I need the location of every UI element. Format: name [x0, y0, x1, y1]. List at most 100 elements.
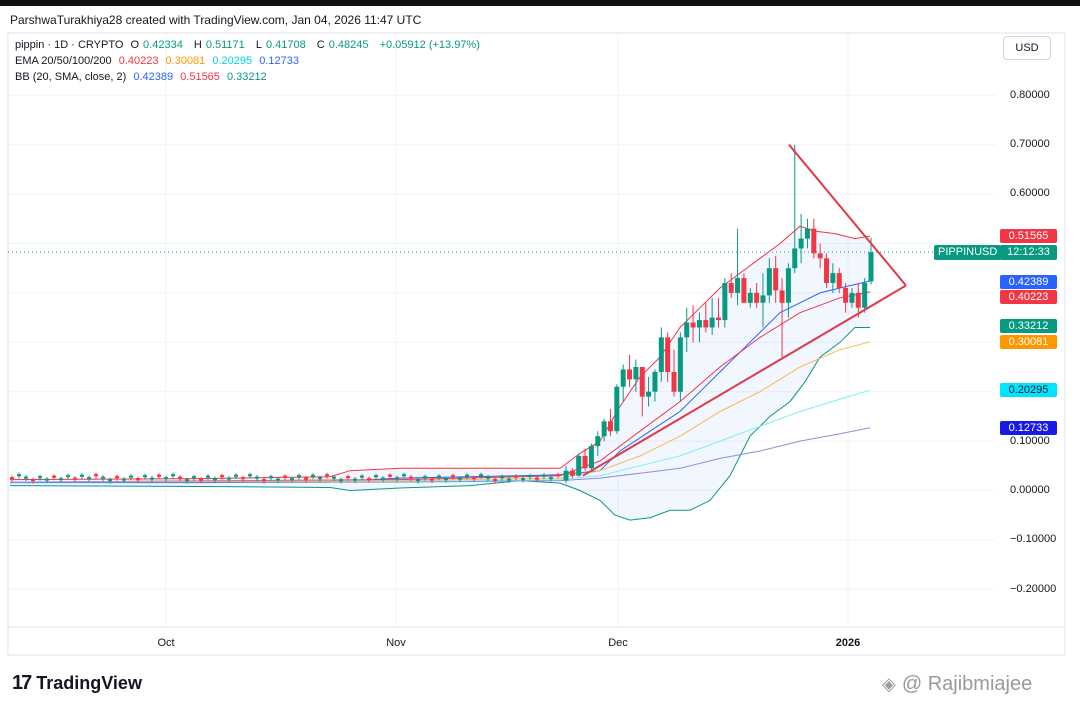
candle	[595, 431, 601, 456]
candle	[374, 473, 378, 480]
candle-body	[830, 273, 836, 284]
candle-body	[451, 475, 455, 478]
candle	[500, 474, 504, 481]
candle	[171, 472, 175, 479]
legend-o: O 0.42334	[130, 39, 183, 51]
ema20-line	[9, 291, 871, 483]
candle-body	[199, 478, 203, 481]
legend-ohlc[interactable]: pippin · 1D · CRYPTO O 0.42334 H 0.51171 L…	[15, 39, 484, 51]
candle-body	[80, 474, 84, 477]
time-tick: Nov	[386, 637, 406, 649]
candle	[353, 477, 357, 484]
candle	[824, 253, 830, 288]
candle-body	[31, 479, 35, 482]
candle-body	[325, 474, 329, 477]
candle	[45, 477, 49, 484]
candle-body	[262, 479, 266, 482]
candle	[690, 305, 696, 343]
candle-body	[367, 478, 371, 481]
candle	[423, 474, 427, 481]
legend-bb-lower: 0.33212	[226, 71, 267, 83]
legend-bb-label: BB (20, SMA, close, 2)	[15, 71, 127, 83]
candle-body	[423, 476, 427, 479]
candle	[269, 474, 273, 481]
ema100-badge: 0.20295	[1000, 383, 1057, 397]
legend-bb-basis: 0.42389	[133, 71, 174, 83]
candle	[760, 273, 766, 328]
candle	[843, 283, 849, 313]
candle	[576, 453, 582, 477]
legend-change: +0.05912 (+13.97%)	[379, 39, 480, 51]
candle-body	[164, 477, 168, 480]
candle	[601, 418, 607, 442]
candle-body	[521, 478, 525, 481]
legend-c: C 0.48245	[316, 39, 369, 51]
chart-credit: ParshwaTurakhiya28 created with TradingV…	[10, 13, 422, 27]
candle-body	[843, 287, 849, 303]
top-bar	[0, 0, 1080, 6]
candle-body	[430, 478, 434, 481]
candle	[652, 369, 658, 402]
candle	[627, 354, 633, 387]
candle	[766, 258, 772, 303]
candle-body	[59, 478, 63, 481]
candle-body	[276, 478, 280, 481]
drawings	[582, 144, 907, 477]
candle	[614, 384, 620, 434]
candle-body	[465, 474, 469, 477]
ema200-line	[10, 427, 871, 483]
candle	[157, 473, 161, 480]
candle	[220, 473, 224, 480]
price-tick: 0.10000	[1010, 435, 1050, 447]
candle	[665, 332, 671, 382]
candle	[87, 475, 91, 482]
candle-body	[332, 476, 336, 479]
ema-lines	[9, 291, 871, 483]
candle-body	[817, 253, 823, 259]
candle	[94, 472, 98, 479]
candle-body	[227, 477, 231, 480]
candle-body	[535, 477, 539, 480]
candle	[213, 476, 217, 483]
currency-button[interactable]: USD	[1003, 36, 1051, 60]
candle	[722, 278, 728, 328]
candle	[38, 474, 42, 481]
candle-body	[115, 476, 119, 479]
candle-body	[528, 475, 532, 478]
candle	[234, 473, 238, 480]
candle-body	[639, 367, 645, 397]
candle-body	[735, 278, 741, 293]
candle-body	[741, 278, 747, 303]
candle-body	[671, 371, 677, 392]
candle	[855, 283, 861, 318]
candle-body	[458, 477, 462, 480]
candle-body	[220, 475, 224, 478]
price-tick: −0.10000	[1010, 533, 1057, 545]
candle-body	[94, 474, 98, 477]
candle-body	[588, 446, 594, 469]
legend-h: H 0.51171	[193, 39, 245, 51]
candle-body	[690, 322, 696, 328]
candle	[101, 475, 105, 482]
candle-body	[248, 474, 252, 477]
candle	[472, 475, 476, 482]
candle-body	[716, 317, 721, 321]
candle-body	[38, 476, 42, 479]
legend-ema[interactable]: EMA 20/50/100/200 0.40223 0.30081 0.2029…	[15, 55, 303, 67]
candle	[17, 472, 21, 479]
candle	[122, 477, 126, 484]
candle	[381, 476, 385, 483]
candle-body	[101, 476, 105, 479]
candle-body	[627, 369, 633, 380]
legend-bb[interactable]: BB (20, SMA, close, 2) 0.42389 0.51565 0…	[15, 71, 271, 83]
candle	[416, 477, 420, 484]
candle	[339, 477, 343, 484]
candle-body	[722, 283, 728, 321]
candle-body	[652, 371, 658, 392]
candle	[798, 213, 804, 264]
candle	[741, 273, 747, 303]
candle-body	[728, 283, 734, 293]
candle	[283, 474, 287, 481]
tradingview-logo[interactable]: 17 TradingView	[12, 672, 142, 695]
